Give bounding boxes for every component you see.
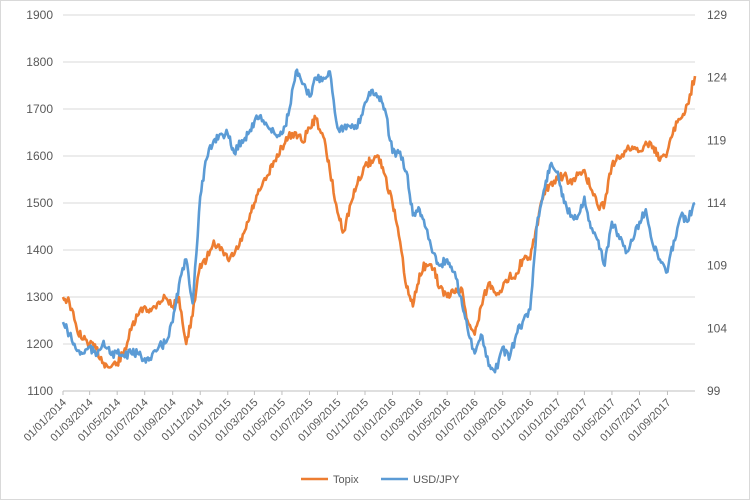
- series-line-usd-jpy: [61, 68, 696, 374]
- left-y-tick-label: 1300: [26, 290, 53, 304]
- left-y-axis-ticks: 1100 1200 1300 1400 1500 1600 1700 1800 1900: [26, 8, 53, 398]
- right-y-tick-label: 109: [707, 259, 727, 273]
- right-y-axis-ticks: 99 104 109 114 119 124 129: [707, 8, 727, 398]
- legend: Topix USD/JPY: [301, 474, 460, 486]
- x-axis-ticks: 01/01/201401/03/201401/05/201401/07/2014…: [22, 390, 695, 444]
- right-y-tick-label: 124: [707, 71, 727, 85]
- left-y-tick-label: 1200: [26, 337, 53, 351]
- right-y-tick-label: 119: [707, 133, 726, 147]
- legend-label: USD/JPY: [413, 474, 460, 486]
- left-y-tick-label: 1700: [26, 102, 53, 116]
- left-y-tick-label: 1600: [26, 149, 53, 163]
- right-y-tick-label: 129: [707, 8, 727, 22]
- right-y-tick-label: 114: [707, 196, 726, 210]
- left-y-tick-label: 1100: [27, 384, 53, 398]
- right-y-tick-label: 104: [707, 321, 727, 335]
- series-lines: [61, 68, 697, 374]
- left-y-tick-label: 1800: [26, 55, 53, 69]
- left-y-tick-label: 1900: [26, 8, 53, 22]
- series-line-topix: [61, 75, 697, 369]
- right-y-tick-label: 99: [707, 384, 721, 398]
- legend-label: Topix: [333, 474, 359, 486]
- left-y-tick-label: 1400: [26, 243, 53, 257]
- left-y-tick-label: 1500: [26, 196, 53, 210]
